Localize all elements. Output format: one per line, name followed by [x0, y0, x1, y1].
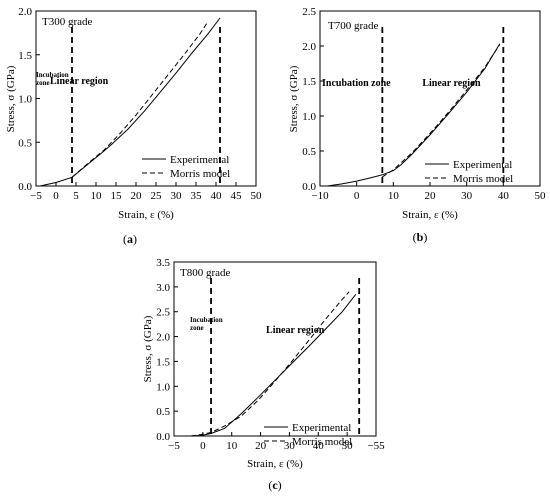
grade-label: T800 grade	[180, 267, 231, 279]
grade-label: T300 grade	[42, 16, 93, 28]
x-axis-title: Strain, ε (%)	[247, 458, 303, 470]
x-tick-label: 45	[231, 190, 243, 202]
y-tick-label: 0.5	[18, 137, 32, 149]
x-tick-label: 30	[461, 190, 473, 202]
caption-open: (	[123, 232, 127, 246]
caption-close: )	[278, 478, 282, 492]
x-tick-label: 0	[200, 440, 206, 452]
x-tick-label: −10	[311, 190, 329, 202]
incubation-zone-label: zone	[36, 79, 50, 87]
plot-frame	[173, 261, 377, 437]
x-tick-label: 25	[151, 190, 163, 202]
legend: Experimental Morris model	[264, 422, 352, 448]
legend: Experimental Morris model	[142, 154, 230, 180]
caption-letter: c	[272, 478, 278, 492]
incubation-zone-label: zone	[190, 324, 204, 332]
y-axis-title: Stress, σ (GPa)	[288, 65, 300, 132]
y-tick-label: 3.0	[156, 282, 170, 294]
y-tick-label: 0.5	[302, 146, 316, 158]
x-tick-label: 50	[251, 190, 263, 202]
y-tick-label: 1.0	[18, 94, 32, 106]
linear-region-label: Linear region	[50, 76, 109, 87]
x-tick-label: 20	[131, 190, 143, 202]
caption-close: )	[423, 230, 427, 244]
x-tick-label: 30	[284, 440, 296, 452]
x-tick-label: 40	[211, 190, 223, 202]
x-tick-label: 0	[53, 190, 59, 202]
experimental-series	[190, 293, 357, 437]
caption-open: (	[268, 478, 272, 492]
incubation-zone-label: Incubation zone	[322, 78, 391, 89]
x-tick-label: 20	[255, 440, 267, 452]
legend-entry: Experimental	[292, 422, 351, 434]
legend-entry: Morris model	[170, 168, 230, 180]
legend-entry: Morris model	[453, 173, 513, 185]
x-tick-label: 40	[313, 440, 325, 452]
x-tick-label: 0	[354, 190, 360, 202]
panel-caption: (c)	[268, 478, 281, 492]
x-tick-label: 20	[425, 190, 437, 202]
y-tick-label: 1.0	[156, 381, 170, 393]
grade-label: T700 grade	[328, 20, 379, 32]
x-tick-label: 10	[388, 190, 400, 202]
panel-caption: (b)	[413, 230, 428, 244]
morris-model-series	[190, 291, 350, 437]
morris-model-series	[71, 21, 209, 178]
x-tick-label: 35	[191, 190, 203, 202]
panel-caption: (a)	[123, 232, 137, 246]
x-tick-label: −5	[168, 440, 180, 452]
y-tick-label: 0.0	[156, 431, 170, 443]
y-axis-title: Stress, σ (GPa)	[5, 65, 17, 132]
linear-region-label: Linear region	[266, 325, 325, 336]
x-tick-label: 5	[73, 190, 79, 202]
y-tick-label: 1.5	[302, 76, 316, 88]
linear-region-label: Linear region	[422, 78, 481, 89]
y-tick-label: 3.5	[156, 257, 170, 269]
experimental-series	[327, 43, 501, 187]
x-tick-label: 10	[91, 190, 103, 202]
y-tick-label: 0.5	[156, 406, 170, 418]
chart-panel-a: −5 0 5 10 15 20 25 30 35 40 45 50 0.0 0.5 1.0 1.5 2.0 Str…	[5, 6, 262, 246]
y-axis-title: Stress, σ (GPa)	[142, 315, 154, 382]
y-tick-label: 1.5	[156, 356, 170, 368]
y-tick-label: 2.5	[156, 307, 170, 319]
legend-entry: Morris model	[292, 436, 352, 448]
x-tick-label: 30	[171, 190, 183, 202]
y-tick-label: 2.0	[18, 6, 32, 18]
caption-letter: b	[417, 230, 424, 244]
caption-close: )	[133, 232, 137, 246]
chart-panel-b: −10 0 10 20 30 40 50 0.0 0.5 1.0 1.5 2.0 2.5 Strain, …	[288, 6, 546, 244]
legend-entry: Experimental	[170, 154, 229, 166]
y-tick-label: 2.5	[302, 6, 316, 18]
x-tick-label: 10	[226, 440, 238, 452]
caption-letter: a	[127, 232, 133, 246]
y-tick-label: 0.0	[18, 181, 32, 193]
incubation-zone-label: Incubation	[36, 71, 69, 79]
x-tick-label: 15	[111, 190, 123, 202]
y-tick-label: 2.0	[156, 332, 170, 344]
legend: Experimental Morris model	[425, 159, 513, 185]
y-tick-label: 1.5	[18, 50, 32, 62]
y-tick-label: 1.0	[302, 111, 316, 123]
chart-panel-c: −5 0 10 20 30 40 50 −55 0.0 0.5 1.0 1.5 2.0 2.5 3.0 3.5…	[142, 257, 385, 492]
x-tick-label: 40	[498, 190, 510, 202]
x-axis-title: Strain, ε (%)	[402, 209, 458, 221]
x-tick-label: −55	[367, 440, 385, 452]
incubation-zone-label: Incubation	[190, 316, 223, 324]
legend-entry: Experimental	[453, 159, 512, 171]
morris-model-series	[382, 44, 501, 178]
x-tick-label: 50	[535, 190, 547, 202]
x-tick-label: 50	[342, 440, 354, 452]
x-axis-title: Strain, ε (%)	[118, 209, 174, 221]
caption-open: (	[413, 230, 417, 244]
x-tick-label: −5	[30, 190, 42, 202]
y-tick-label: 2.0	[302, 41, 316, 53]
y-tick-label: 0.0	[302, 181, 316, 193]
